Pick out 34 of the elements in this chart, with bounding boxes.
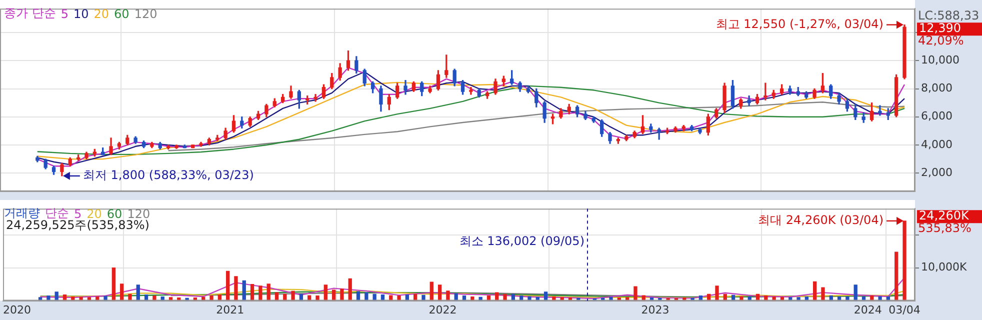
- y-tick-label: 8,000: [921, 82, 952, 95]
- x-tick-label: 2022: [428, 303, 457, 316]
- text: 5: [60, 6, 68, 20]
- text: 535,83%: [918, 221, 972, 236]
- y-tick-label: 6,000: [921, 110, 952, 123]
- text: 60: [106, 206, 122, 220]
- text: 12,390: [919, 21, 961, 36]
- y-tick-label: 10,000K: [921, 260, 968, 274]
- y-tick-label: 4,000: [921, 138, 952, 151]
- text: 5: [74, 206, 82, 220]
- legend-title: 종가 단순: [4, 5, 56, 22]
- text: 거래량: [4, 205, 40, 220]
- text: 42,09%: [918, 34, 964, 48]
- text: 10: [73, 6, 89, 20]
- text: 120: [134, 6, 158, 20]
- text: 120: [127, 206, 150, 220]
- y-tick-label: 10,000: [921, 53, 960, 66]
- x-tick-label: 2021: [216, 303, 244, 316]
- annotation: 최저 1,800 (588,33%, 03/23): [82, 168, 254, 182]
- text: LC:588,33: [918, 8, 980, 23]
- x-tick-label: 2024: [854, 303, 882, 316]
- legend-title: 단순: [45, 205, 69, 220]
- text: 24,259,525주(535,83%): [6, 218, 150, 234]
- text: 20: [94, 6, 110, 20]
- x-tick-label: 03/04: [888, 303, 920, 316]
- y-tick-label: 2,000: [921, 166, 952, 179]
- x-tick-label: 2020: [2, 303, 31, 316]
- text: 20: [86, 206, 102, 220]
- text: 60: [114, 6, 130, 20]
- text: 24,260K: [919, 208, 970, 223]
- annotation: 최고 12,550 (-1,27%, 03/04): [716, 16, 884, 31]
- ref-line-label: 최소 136,002 (09/05): [459, 234, 584, 248]
- x-tick-label: 2023: [641, 303, 670, 316]
- annotation: 최대 24,260K (03/04): [758, 213, 884, 228]
